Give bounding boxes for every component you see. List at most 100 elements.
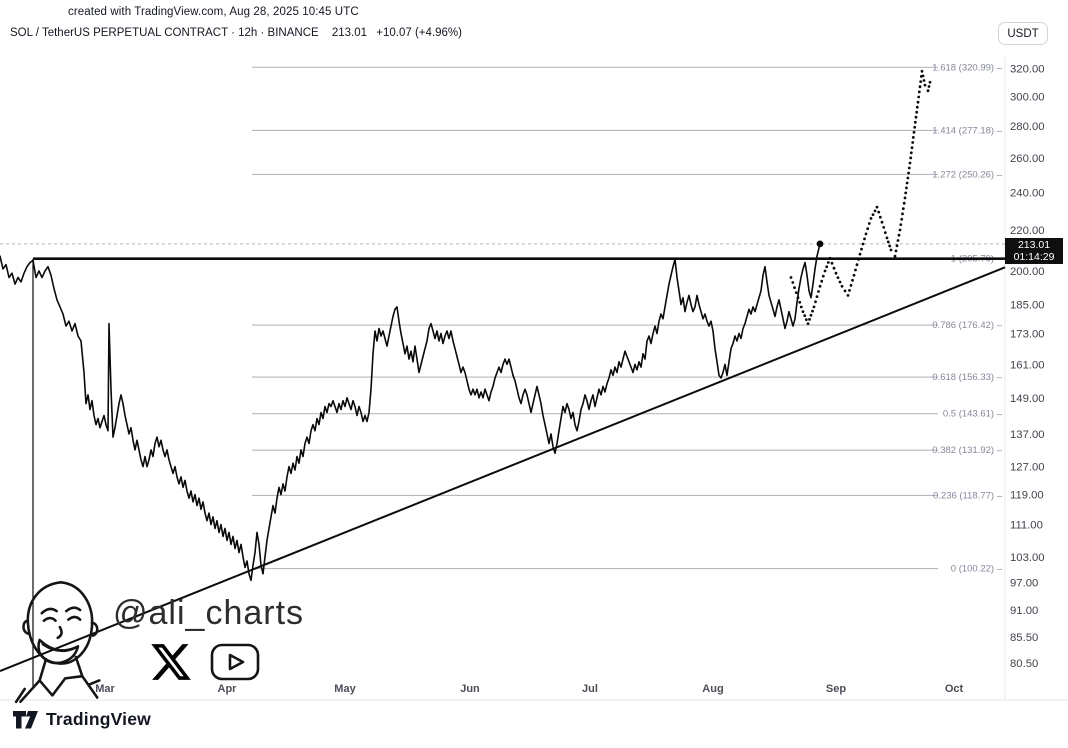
- price-tick-label: 280.00: [1010, 121, 1045, 133]
- projection-dot: [911, 136, 915, 139]
- projection-dot: [889, 248, 893, 252]
- projection-dot: [914, 115, 918, 119]
- projection-dot: [882, 226, 886, 229]
- fib-label: 0.618 (156.33) –: [932, 372, 1002, 383]
- projection-dot: [836, 276, 840, 279]
- projection-dot: [843, 289, 847, 293]
- projection-dot: [823, 269, 827, 273]
- projection-dot: [904, 191, 908, 195]
- fib-label: 0.786 (176.42) –: [932, 320, 1002, 331]
- projection-dot: [878, 215, 882, 219]
- price-tick-label: 240.00: [1010, 187, 1045, 199]
- projection-dot: [806, 322, 810, 325]
- projection-dot: [857, 258, 860, 261]
- projection-dot: [860, 247, 863, 251]
- tradingview-mark-icon: [13, 711, 38, 729]
- ascending-trendline: [0, 266, 1006, 672]
- projection-dot: [848, 289, 851, 292]
- fib-label: 1.618 (320.99) –: [932, 62, 1002, 73]
- projection-dot: [855, 263, 859, 267]
- projection-dot: [791, 281, 795, 284]
- projection-dot: [919, 80, 923, 83]
- projection-dot: [913, 120, 917, 124]
- projection-dot: [834, 271, 838, 275]
- projection-dot: [921, 74, 925, 78]
- price-tick-label: 103.00: [1010, 552, 1045, 564]
- month-label: Mar: [95, 683, 115, 695]
- projection-dot: [905, 181, 909, 185]
- projection-dot: [923, 83, 927, 87]
- projection-dot: [894, 249, 898, 253]
- projection-dot: [825, 265, 829, 269]
- month-label: Jun: [460, 683, 480, 695]
- badge-price: 213.01: [1017, 238, 1051, 251]
- projection-dot: [915, 110, 919, 114]
- price-tick-label: 91.00: [1010, 605, 1038, 617]
- projection-dot: [922, 79, 926, 82]
- projection-dot: [866, 227, 870, 231]
- last-price-badge: 213.01 01:14:29: [1005, 238, 1063, 264]
- projection-dot: [867, 222, 871, 225]
- projection-dot: [851, 278, 854, 282]
- price-tick-label: 149.00: [1010, 393, 1045, 405]
- projection-dot: [896, 239, 900, 242]
- price-tick-label: 220.00: [1010, 225, 1045, 237]
- currency-toggle-button[interactable]: USDT: [998, 22, 1048, 45]
- projection-dot: [927, 85, 931, 88]
- projection-dot: [809, 313, 813, 317]
- fib-label: 1.272 (250.26) –: [932, 169, 1002, 180]
- price-tick-label: 97.00: [1010, 578, 1038, 590]
- projection-dot: [871, 213, 875, 217]
- projection-dot: [888, 244, 892, 248]
- projection-dot: [898, 228, 902, 232]
- projection-dot: [907, 171, 910, 175]
- projection-dot: [918, 85, 922, 89]
- projection-dot: [801, 310, 805, 313]
- month-label: Jul: [582, 683, 598, 695]
- projection-dot: [906, 176, 910, 180]
- projection-dot: [911, 141, 915, 144]
- projection-dot: [814, 300, 817, 304]
- projection-dots: [789, 69, 932, 325]
- projection-dot: [926, 89, 930, 93]
- last-price-dot: [816, 240, 824, 248]
- last-price-text: 213.01: [331, 27, 368, 39]
- footer-logo: TradingView: [12, 709, 151, 730]
- projection-dot: [910, 146, 914, 150]
- projection-dot: [818, 284, 822, 288]
- projection-dot: [905, 186, 908, 190]
- projection-dot: [864, 232, 868, 236]
- projection-dot: [811, 309, 814, 313]
- price-tick-label: 185.00: [1010, 300, 1045, 312]
- price-line-path: [0, 243, 821, 582]
- price-tick-label: 127.00: [1010, 462, 1045, 474]
- projection-dot: [832, 266, 836, 270]
- projection-dot: [796, 296, 800, 300]
- projection-dot: [821, 274, 825, 278]
- projection-dot: [861, 242, 865, 246]
- projection-dot: [826, 261, 830, 264]
- fib-label: 0 (100.22) –: [951, 564, 1003, 575]
- projection-dot: [909, 151, 913, 155]
- price-tick-label: 137.00: [1010, 429, 1045, 441]
- projection-dot: [875, 205, 879, 209]
- projection-dot: [899, 223, 903, 227]
- month-label: Apr: [218, 683, 238, 695]
- projection-dot: [883, 231, 887, 235]
- price-tick-label: 80.50: [1010, 658, 1038, 670]
- fib-label: 0.236 (118.77) –: [933, 490, 1003, 501]
- price-tick-label: 260.00: [1010, 153, 1045, 165]
- symbol-header: SOL / TetherUS PERPETUAL CONTRACT · 12h …: [10, 27, 462, 39]
- created-with-line: created with TradingView.com, Aug 28, 20…: [68, 6, 359, 18]
- month-label: Sep: [826, 683, 846, 695]
- projection-dot: [928, 80, 932, 84]
- projection-dot: [907, 166, 911, 170]
- projection-dot: [828, 256, 832, 260]
- projection-dot: [885, 236, 889, 240]
- projection-dot: [849, 284, 853, 287]
- projection-dot: [846, 294, 850, 297]
- projection-dot: [812, 305, 816, 309]
- badge-countdown: 01:14:29: [1013, 251, 1055, 263]
